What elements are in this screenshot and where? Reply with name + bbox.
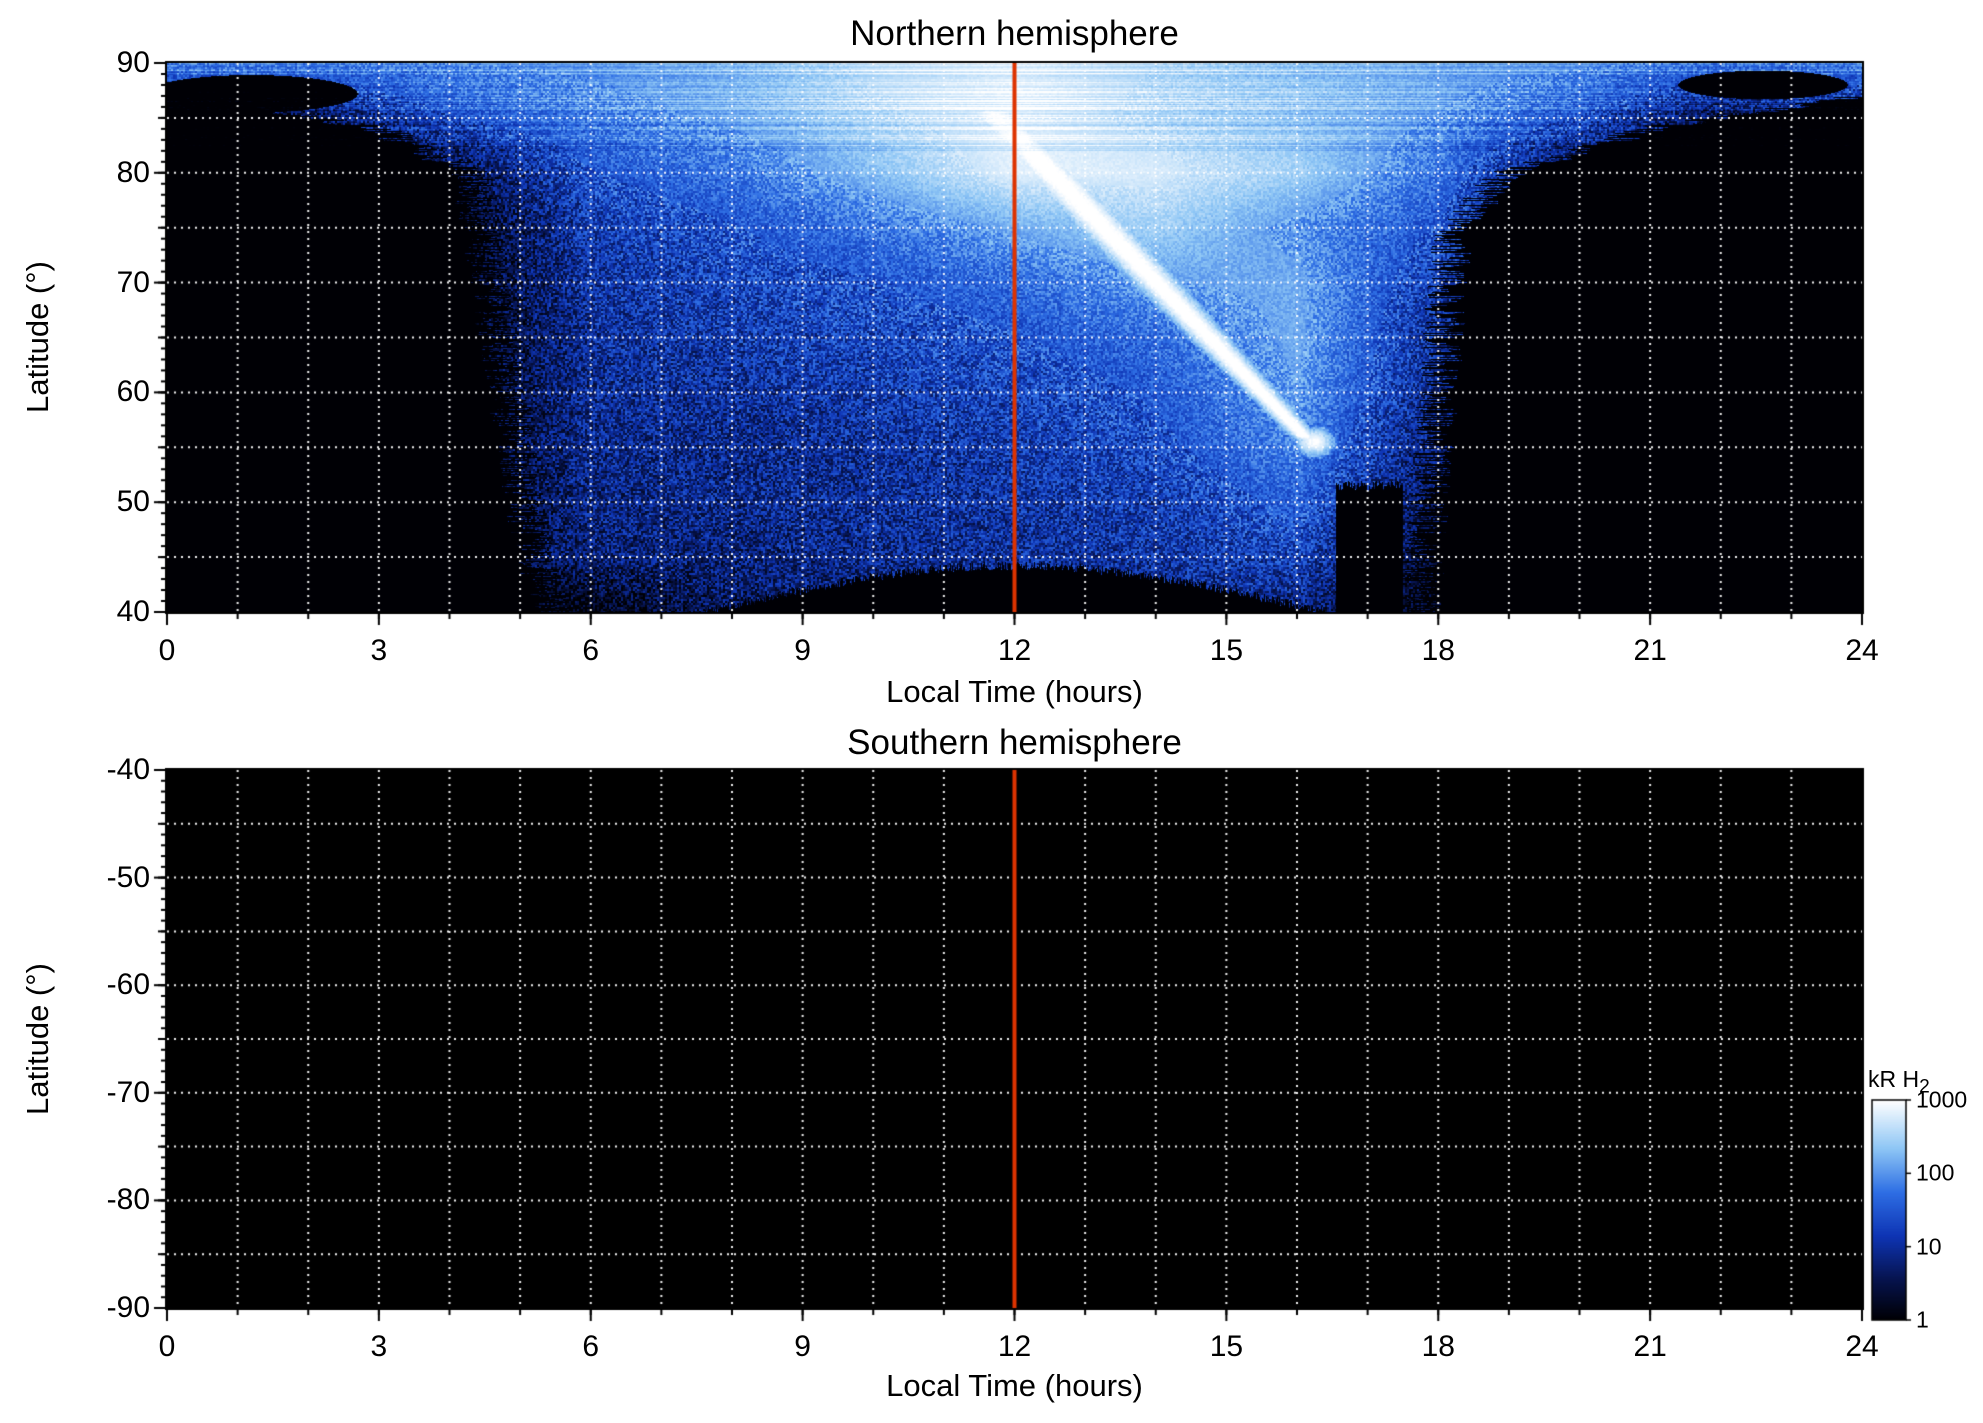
colorbar-tick-label: 100 [1916,1159,1955,1186]
south-yaxis-label: Latitude (°) [20,963,55,1115]
north-yaxis-label: Latitude (°) [20,261,55,413]
south-x-tick-label: 0 [158,1330,176,1363]
north-panel-title: Northern hemisphere [850,14,1179,53]
north-x-tick-label: 0 [158,634,176,667]
north-x-tick-label: 24 [1845,634,1879,667]
north-y-tick-label: 80 [116,155,150,189]
colorbar-gradient [1866,1092,1914,1328]
south-y-tick-label: -70 [106,1075,150,1109]
colorbar-tick-label: 1000 [1916,1086,1968,1113]
south-x-tick-label: 18 [1421,1330,1455,1363]
south-x-tick-label: 6 [582,1330,600,1363]
south-x-tick-label: 24 [1845,1330,1879,1363]
south-x-tick-label: 15 [1209,1330,1244,1363]
south-y-tick-label: -40 [106,753,150,786]
north-xaxis-label: Local Time (hours) [886,674,1143,709]
north-y-tick-label: 60 [116,375,150,409]
colorbar-unit-subscript: 2 [1919,1076,1930,1098]
south-x-tick-label: 9 [794,1330,811,1363]
colorbar-tick-label: 10 [1916,1233,1942,1260]
south-y-tick-label: -90 [106,1291,150,1324]
north-y-tick-label: 50 [116,485,150,519]
north-x-tick-label: 12 [997,634,1032,667]
south-x-tick-label: 21 [1633,1330,1667,1363]
north-heatmap-canvas [147,43,1882,632]
south-heatmap-canvas [147,750,1882,1328]
north-y-tick-label: 90 [116,46,150,79]
north-x-tick-label: 9 [794,634,811,667]
south-y-tick-label: -60 [106,968,150,1002]
north-x-tick-label: 3 [370,634,388,667]
colorbar-tick-label: 1 [1916,1306,1929,1333]
colorbar-unit-text: kR H [1868,1066,1920,1092]
north-x-tick-label: 18 [1421,634,1455,667]
colorbar-unit-label: kR H2 [1868,1066,1930,1099]
south-x-tick-label: 3 [370,1330,388,1363]
south-panel-title: Southern hemisphere [847,723,1182,762]
north-y-tick-label: 40 [116,595,150,628]
south-y-tick-label: -50 [106,860,150,894]
north-x-tick-label: 21 [1633,634,1667,667]
south-y-tick-label: -80 [106,1183,150,1217]
south-xaxis-label: Local Time (hours) [886,1368,1143,1403]
north-x-tick-label: 15 [1209,634,1244,667]
south-x-tick-label: 12 [997,1330,1032,1363]
north-y-tick-label: 70 [116,265,150,299]
north-x-tick-label: 6 [582,634,600,667]
